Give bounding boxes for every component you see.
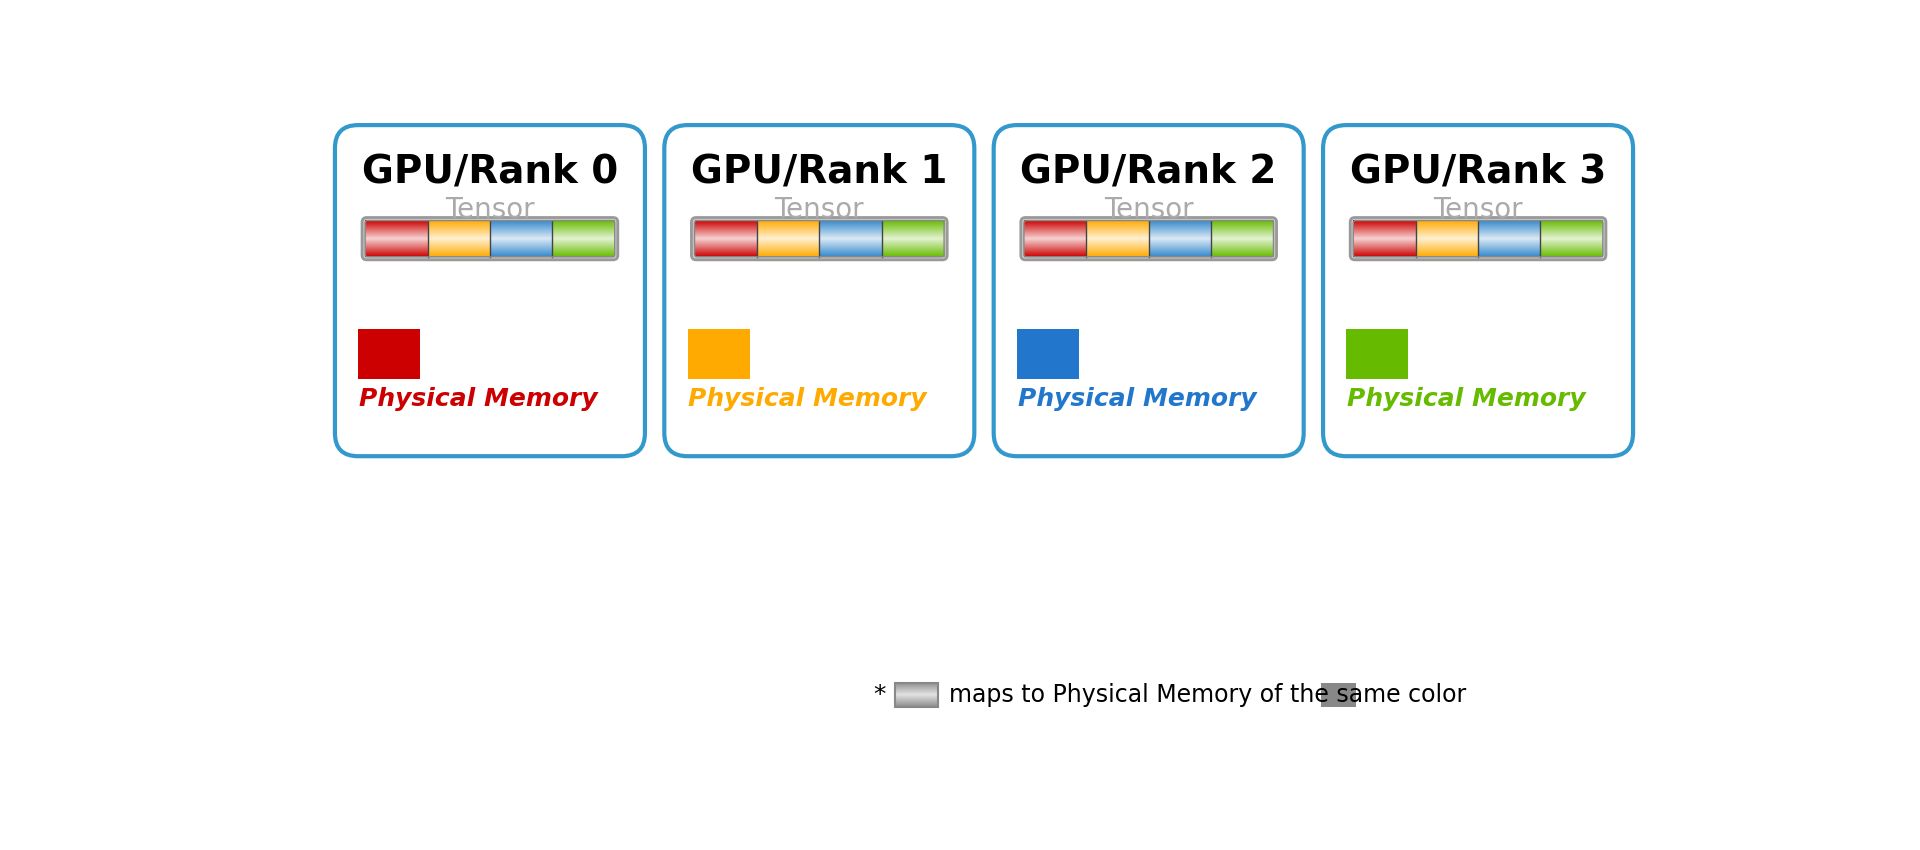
FancyBboxPatch shape	[664, 125, 973, 456]
FancyBboxPatch shape	[334, 125, 645, 456]
FancyBboxPatch shape	[995, 125, 1304, 456]
FancyBboxPatch shape	[1021, 218, 1277, 260]
Text: Physical Memory: Physical Memory	[1018, 387, 1256, 411]
Text: Physical Memory: Physical Memory	[1348, 387, 1586, 411]
Text: Physical Memory: Physical Memory	[359, 387, 597, 411]
Text: GPU/Rank 2: GPU/Rank 2	[1021, 152, 1277, 190]
FancyBboxPatch shape	[1350, 218, 1605, 260]
Bar	[895, 683, 937, 707]
FancyBboxPatch shape	[363, 218, 618, 260]
Text: GPU/Rank 3: GPU/Rank 3	[1350, 152, 1607, 190]
Text: Tensor: Tensor	[774, 196, 864, 224]
Bar	[1346, 329, 1407, 379]
Text: Tensor: Tensor	[445, 196, 536, 224]
Bar	[359, 329, 420, 379]
Bar	[687, 329, 749, 379]
Bar	[1321, 683, 1356, 707]
FancyBboxPatch shape	[1323, 125, 1634, 456]
Text: Tensor: Tensor	[1432, 196, 1523, 224]
Text: Tensor: Tensor	[1104, 196, 1194, 224]
Text: Physical Memory: Physical Memory	[689, 387, 927, 411]
Bar	[1018, 329, 1079, 379]
Text: GPU/Rank 0: GPU/Rank 0	[361, 152, 618, 190]
Text: GPU/Rank 1: GPU/Rank 1	[691, 152, 947, 190]
FancyBboxPatch shape	[691, 218, 947, 260]
Text: maps to Physical Memory of the same color: maps to Physical Memory of the same colo…	[948, 683, 1467, 707]
Text: *: *	[874, 683, 885, 707]
